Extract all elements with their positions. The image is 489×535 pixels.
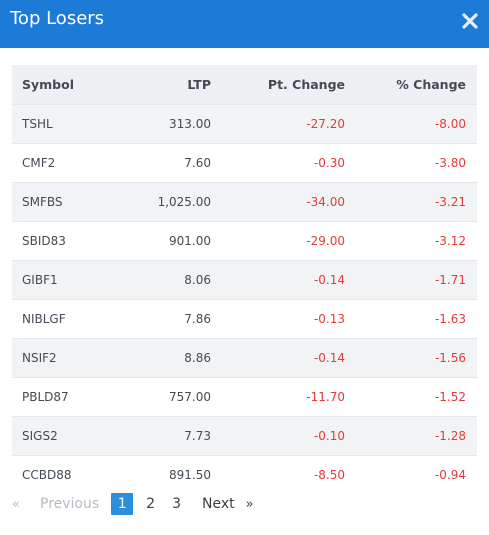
cell-ltp: 8.06 [184, 272, 211, 287]
column-header-pct-change[interactable]: % Change [396, 76, 466, 92]
losers-table-container: Symbol LTP Pt. Change % Change TSHL 313.0… [12, 65, 477, 494]
page-button-2[interactable]: 2 [146, 496, 156, 512]
modal-title: Top Losers [10, 8, 105, 29]
close-icon[interactable] [458, 9, 482, 33]
cell-symbol: CMF2 [22, 155, 56, 170]
cell-ltp: 8.86 [184, 350, 211, 365]
cell-symbol: TSHL [22, 116, 53, 131]
losers-table: Symbol LTP Pt. Change % Change TSHL 313.0… [12, 65, 477, 494]
column-header-pt-change[interactable]: Pt. Change [267, 76, 345, 92]
cell-pt-change: -0.13 [313, 311, 345, 326]
cell-pt-change: -0.14 [313, 350, 345, 365]
table-row[interactable]: CMF2 7.60 -0.30 -3.80 [12, 143, 477, 182]
cell-pt-change: -27.20 [306, 116, 345, 131]
cell-symbol: PBLD87 [22, 389, 69, 404]
next-arrow[interactable]: » [245, 496, 254, 512]
cell-pct-change: -3.80 [434, 155, 466, 170]
previous-arrow: « [12, 496, 20, 512]
cell-symbol: SBID83 [22, 233, 66, 248]
cell-ltp: 7.60 [184, 155, 211, 170]
cell-symbol: CCBD88 [22, 467, 72, 482]
column-header-symbol[interactable]: Symbol [22, 76, 74, 92]
table-row[interactable]: NSIF2 8.86 -0.14 -1.56 [12, 338, 477, 377]
cell-pt-change: -8.50 [313, 467, 345, 482]
table-row[interactable]: NIBLGF 7.86 -0.13 -1.63 [12, 299, 477, 338]
table-row[interactable]: SMFBS 1,025.00 -34.00 -3.21 [12, 182, 477, 221]
cell-symbol: NIBLGF [22, 311, 66, 326]
table-row[interactable]: TSHL 313.00 -27.20 -8.00 [12, 104, 477, 143]
cell-pct-change: -3.12 [434, 233, 466, 248]
cell-ltp: 757.00 [169, 389, 211, 404]
page-button-1[interactable]: 1 [111, 493, 134, 515]
previous-button[interactable]: Previous [40, 496, 100, 512]
cell-symbol: NSIF2 [22, 350, 57, 365]
cell-pt-change: -29.00 [306, 233, 345, 248]
table-row[interactable]: PBLD87 757.00 -11.70 -1.52 [12, 377, 477, 416]
column-header-ltp[interactable]: LTP [187, 76, 211, 92]
cell-ltp: 891.50 [169, 467, 211, 482]
table-row[interactable]: GIBF1 8.06 -0.14 -1.71 [12, 260, 477, 299]
cell-pt-change: -34.00 [306, 194, 345, 209]
cell-symbol: SIGS2 [22, 428, 58, 443]
cell-ltp: 313.00 [169, 116, 211, 131]
cell-pct-change: -1.28 [434, 428, 466, 443]
cell-pt-change: -0.10 [313, 428, 345, 443]
cell-pct-change: -1.71 [434, 272, 466, 287]
table-row[interactable]: CCBD88 891.50 -8.50 -0.94 [12, 455, 477, 494]
cell-ltp: 901.00 [169, 233, 211, 248]
cell-ltp: 7.73 [184, 428, 211, 443]
table-row[interactable]: SBID83 901.00 -29.00 -3.12 [12, 221, 477, 260]
cell-ltp: 1,025.00 [157, 194, 211, 209]
table-header-row: Symbol LTP Pt. Change % Change [12, 65, 477, 104]
cell-pct-change: -3.21 [434, 194, 466, 209]
cell-pct-change: -0.94 [434, 467, 466, 482]
cell-pt-change: -0.14 [313, 272, 345, 287]
modal-header: Top Losers [0, 0, 489, 48]
next-button[interactable]: Next [202, 496, 235, 512]
page-button-3[interactable]: 3 [172, 496, 182, 512]
cell-pct-change: -1.52 [434, 389, 466, 404]
pagination: « Previous 1 2 3 Next » [12, 492, 254, 516]
table-row[interactable]: SIGS2 7.73 -0.10 -1.28 [12, 416, 477, 455]
cell-symbol: GIBF1 [22, 272, 58, 287]
cell-pct-change: -1.63 [434, 311, 466, 326]
cell-pt-change: -0.30 [313, 155, 345, 170]
cell-pt-change: -11.70 [306, 389, 345, 404]
cell-pct-change: -8.00 [434, 116, 466, 131]
cell-pct-change: -1.56 [434, 350, 466, 365]
cell-ltp: 7.86 [184, 311, 211, 326]
cell-symbol: SMFBS [22, 194, 63, 209]
